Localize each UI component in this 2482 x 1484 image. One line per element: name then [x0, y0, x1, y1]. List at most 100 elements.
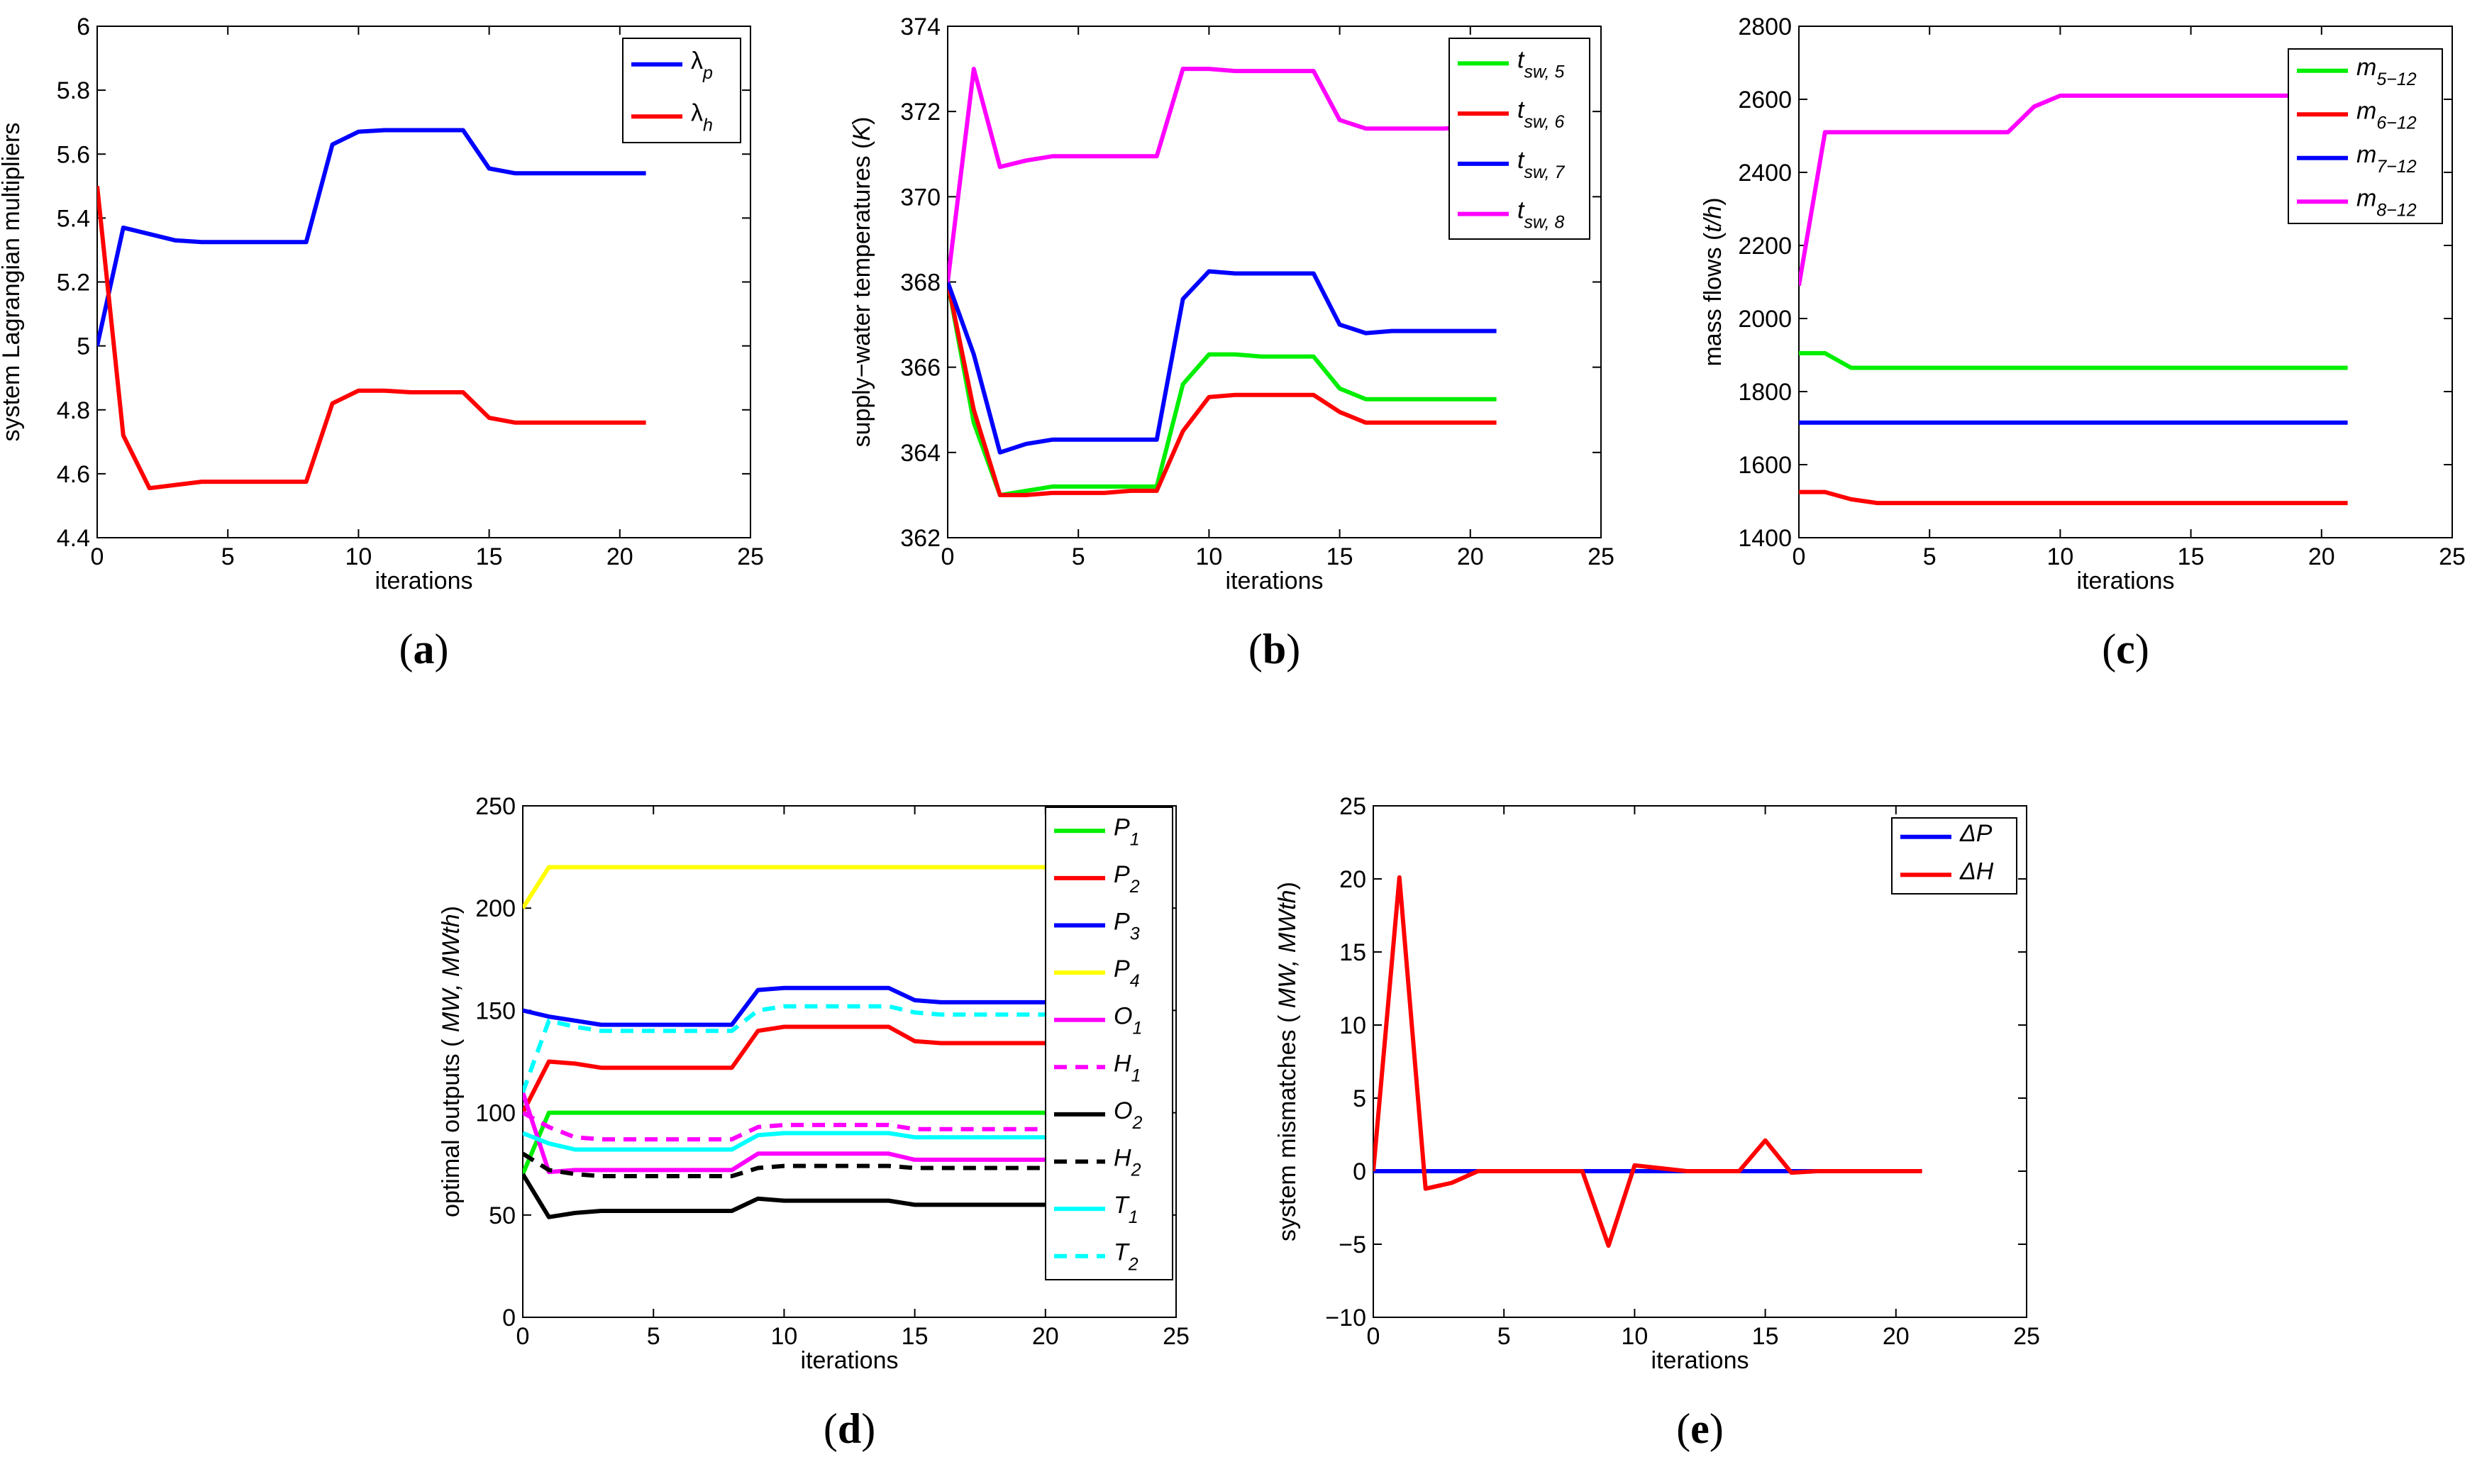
y-axis-label: supply−water temperatures (K)	[848, 117, 875, 448]
series-line-O1	[523, 1091, 1072, 1175]
x-tick-label: 0	[1367, 1323, 1380, 1350]
legend-label: ΔP	[1959, 820, 1993, 847]
legend-label: m5−12	[2356, 54, 2417, 89]
legend	[1891, 817, 2017, 895]
series-line-m8-12	[1799, 93, 2348, 287]
y-tick-label: 15	[1339, 939, 1366, 966]
y-tick-label: 150	[475, 997, 516, 1024]
caption-letter: e	[1690, 1405, 1710, 1452]
panel-c: 0 5 10 15 20 25 1400 1600 1800 2000 2200 2400 2600 28…	[1700, 13, 2466, 672]
legend-label-main: O	[1114, 1003, 1132, 1030]
series-line-tsw,7	[948, 269, 1497, 455]
y-tick-label: 364	[900, 440, 941, 467]
y-tick-label: 2800	[1738, 13, 1792, 40]
legend-label: P4	[1114, 956, 1140, 991]
y-axis-label-text: supply−water temperatures (	[848, 140, 875, 447]
x-tick-label: 0	[516, 1323, 530, 1350]
panel-caption: (b)	[1248, 626, 1300, 672]
legend	[1045, 807, 1173, 1280]
y-axis-label-close: )	[1274, 882, 1301, 890]
y-tick-label: 0	[1353, 1158, 1366, 1185]
legend-label-sub: 3	[1130, 924, 1140, 944]
legend-label-main: O	[1114, 1097, 1132, 1124]
legend-label: tsw, 5	[1517, 46, 1565, 82]
y-tick-label: 372	[900, 99, 941, 126]
x-tick-label: 10	[770, 1323, 797, 1350]
y-tick-label: 250	[475, 793, 516, 820]
x-tick-label: 5	[1072, 543, 1085, 570]
x-tick-label: 25	[2013, 1323, 2040, 1350]
legend-label-sub: 1	[1130, 829, 1140, 849]
legend-label: m7−12	[2356, 141, 2417, 177]
caption-close-paren: )	[2135, 626, 2149, 672]
panel-caption: (d)	[824, 1405, 875, 1452]
series-line-tsw,6	[948, 281, 1497, 497]
series-line-m5-12	[1799, 350, 2348, 370]
y-tick-label: 1800	[1738, 379, 1792, 406]
x-tick-label: 15	[1326, 543, 1353, 570]
x-tick-label: 10	[1621, 1323, 1648, 1350]
caption-open-paren: (	[1248, 626, 1263, 672]
y-axis-label-close: )	[438, 906, 465, 914]
x-tick-label: 15	[476, 543, 503, 570]
y-tick-label: 2600	[1738, 87, 1792, 113]
legend-label-sub: sw, 6	[1524, 112, 1564, 132]
legend-label: λp	[691, 48, 713, 83]
y-axis-label-close: )	[1700, 197, 1727, 205]
series-line-T1	[523, 1131, 1072, 1152]
legend-label-sub: 1	[1132, 1019, 1142, 1039]
y-tick-label: 1600	[1738, 452, 1792, 479]
x-tick-label: 5	[1497, 1323, 1511, 1350]
series-line-P1	[523, 1110, 1072, 1175]
x-tick-label: 25	[2439, 543, 2466, 570]
legend-label-main: ΔH	[1959, 858, 1994, 885]
y-tick-label: 100	[475, 1100, 516, 1127]
y-tick-label: 4.6	[57, 461, 90, 488]
legend-label: P1	[1114, 814, 1140, 849]
caption-close-paren: )	[861, 1405, 875, 1452]
y-axis-label-text: system mismatches (	[1274, 1008, 1301, 1241]
y-tick-label: 0	[502, 1305, 516, 1331]
x-tick-label: 20	[2308, 543, 2335, 570]
y-tick-label: 1400	[1738, 525, 1792, 552]
panel-caption: (a)	[399, 626, 449, 672]
x-tick-label: 10	[2046, 543, 2073, 570]
series-line-P3	[523, 985, 1072, 1027]
y-tick-label: 5	[1353, 1085, 1366, 1112]
caption-letter: b	[1263, 626, 1286, 672]
legend-label-sub: p	[702, 63, 713, 83]
y-tick-label: 5.4	[57, 205, 90, 232]
legend-label: m6−12	[2356, 97, 2417, 133]
y-axis-label-unit: t/h	[1700, 206, 1727, 233]
y-tick-label: 374	[900, 13, 941, 40]
y-axis-label-close: )	[848, 117, 875, 125]
x-tick-label: 15	[1752, 1323, 1779, 1350]
y-tick-label: 25	[1339, 793, 1366, 820]
legend-label-main: t	[1517, 46, 1525, 73]
legend-label-sub: 1	[1129, 1207, 1138, 1227]
caption-letter: a	[414, 626, 435, 672]
series-line-T2	[523, 1004, 1072, 1093]
y-tick-label: 4.8	[57, 397, 90, 424]
y-axis-label-unit: MW, MWth	[438, 914, 465, 1032]
x-axis-label: iterations	[375, 567, 473, 594]
series-line-O2	[523, 1173, 1072, 1219]
legend	[1448, 38, 1590, 240]
y-tick-label: 20	[1339, 866, 1366, 893]
legend-label-main: T	[1114, 1192, 1130, 1219]
x-tick-label: 0	[1793, 543, 1806, 570]
legend-label: O1	[1114, 1003, 1142, 1039]
legend-label: T1	[1114, 1192, 1138, 1227]
y-tick-label: 5.6	[57, 141, 90, 168]
y-tick-label: 200	[475, 895, 516, 922]
caption-open-paren: (	[1676, 1405, 1690, 1452]
legend-label-sub: 8−12	[2376, 200, 2416, 220]
panel-caption: (c)	[2102, 626, 2149, 672]
y-axis-label-text: mass flows (	[1700, 232, 1727, 367]
caption-open-paren: (	[824, 1405, 838, 1452]
legend	[622, 38, 741, 143]
y-tick-label: −10	[1325, 1305, 1366, 1331]
legend-label: tsw, 7	[1517, 147, 1566, 182]
y-tick-label: 5	[77, 333, 90, 360]
